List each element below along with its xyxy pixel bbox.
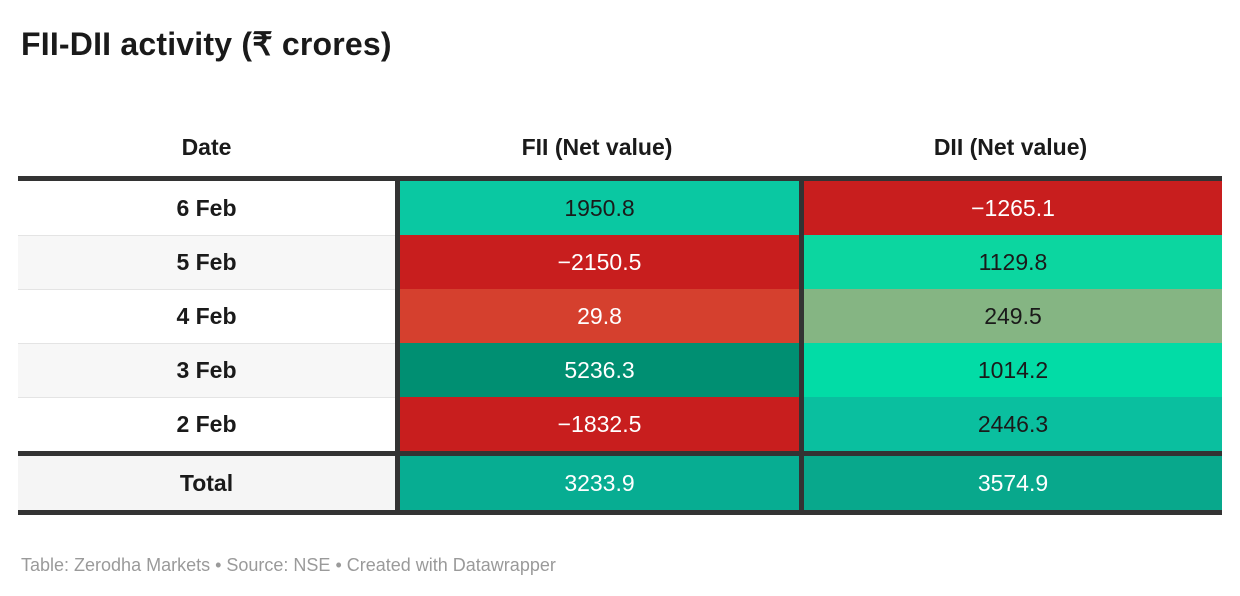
column-header-date: Date	[181, 133, 232, 160]
table-body: 6 Feb 1950.8 −1265.1 5 Feb −2150.5 1129.…	[18, 181, 1222, 451]
fii-value-cell: 5236.3	[395, 343, 799, 397]
column-header-fii: FII (Net value)	[521, 133, 673, 160]
date-cell: 5 Feb	[18, 235, 395, 289]
total-fii-cell: 3233.9	[395, 456, 799, 510]
date-cell: 4 Feb	[18, 289, 395, 343]
total-row: Total 3233.9 3574.9	[18, 456, 1222, 510]
fii-dii-table: Date FII (Net value) DII (Net value) 6 F…	[18, 118, 1222, 515]
fii-value-cell: 1950.8	[395, 181, 799, 235]
date-cell: 2 Feb	[18, 397, 395, 451]
date-cell: 3 Feb	[18, 343, 395, 397]
fii-value-cell: −1832.5	[395, 397, 799, 451]
dii-value-cell: 249.5	[799, 289, 1222, 343]
dii-value-cell: 1129.8	[799, 235, 1222, 289]
dii-value-cell: −1265.1	[799, 181, 1222, 235]
date-cell: 6 Feb	[18, 181, 395, 235]
total-dii-cell: 3574.9	[799, 456, 1222, 510]
table-row: 2 Feb −1832.5 2446.3	[18, 397, 1222, 451]
fii-value-cell: −2150.5	[395, 235, 799, 289]
table-row: 3 Feb 5236.3 1014.2	[18, 343, 1222, 397]
attribution-footer: Table: Zerodha Markets • Source: NSE • C…	[21, 555, 556, 575]
header-row: Date FII (Net value) DII (Net value)	[18, 118, 1222, 176]
table-row: 4 Feb 29.8 249.5	[18, 289, 1222, 343]
table-row: 6 Feb 1950.8 −1265.1	[18, 181, 1222, 235]
column-header-dii: DII (Net value)	[933, 133, 1088, 160]
dii-value-cell: 1014.2	[799, 343, 1222, 397]
page-title: FII-DII activity (₹ crores)	[21, 26, 392, 62]
total-label-cell: Total	[18, 456, 395, 510]
dii-value-cell: 2446.3	[799, 397, 1222, 451]
header-divider	[18, 176, 1222, 181]
table-row: 5 Feb −2150.5 1129.8	[18, 235, 1222, 289]
fii-value-cell: 29.8	[395, 289, 799, 343]
total-bottom-divider	[18, 510, 1222, 515]
total-top-divider	[18, 451, 1222, 456]
